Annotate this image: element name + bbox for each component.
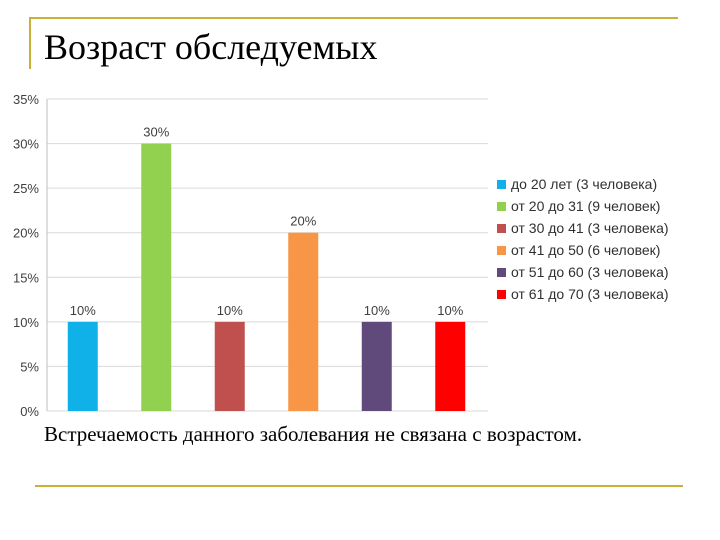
bar <box>214 321 245 411</box>
legend-swatch <box>497 246 506 255</box>
legend-label: до 20 лет (3 человека) <box>511 176 657 192</box>
legend: до 20 лет (3 человека) от 20 до 31 (9 чел… <box>497 176 669 302</box>
data-label: 30% <box>143 125 169 140</box>
bar <box>141 143 172 412</box>
legend-label: от 30 до 41 (3 человека) <box>511 220 669 236</box>
bar <box>435 321 466 411</box>
bar <box>67 321 98 411</box>
legend-label: от 20 до 31 (9 человек) <box>511 198 660 214</box>
y-tick-label: 15% <box>13 270 39 285</box>
legend-swatch <box>497 180 506 189</box>
data-label: 10% <box>437 303 463 318</box>
y-tick-label: 30% <box>13 137 39 152</box>
y-tick-label: 20% <box>13 226 39 241</box>
data-label: 10% <box>70 303 96 318</box>
data-label: 10% <box>217 303 243 318</box>
legend-swatch <box>497 202 506 211</box>
y-axis: 0% 5% 10% 15% 20% 25% 30% 35% <box>13 92 48 419</box>
top-accent-line <box>30 17 678 19</box>
grid-lines <box>47 98 488 412</box>
bar <box>288 232 319 411</box>
y-tick-label: 25% <box>13 181 39 196</box>
bar <box>361 321 392 411</box>
legend-label: от 41 до 50 (6 человек) <box>511 242 660 258</box>
legend-swatch <box>497 268 506 277</box>
legend-label: от 61 до 70 (3 человека) <box>511 286 669 302</box>
y-tick-label: 35% <box>13 92 39 107</box>
data-label: 10% <box>364 303 390 318</box>
y-tick-label: 5% <box>20 359 39 374</box>
bottom-accent-line <box>35 485 683 487</box>
y-tick-label: 10% <box>13 315 39 330</box>
data-label: 20% <box>290 214 316 229</box>
left-accent-line <box>29 17 31 69</box>
slide-title: Возраст обследуемых <box>44 27 378 67</box>
legend-swatch <box>497 224 506 233</box>
bars <box>67 143 466 412</box>
legend-swatch <box>497 290 506 299</box>
bar-chart: 0%5%10%15%20%25%30%35% 10%30%10%20%10% 10… <box>13 92 669 419</box>
legend-label: от 51 до 60 (3 человека) <box>511 264 669 280</box>
data-labels: 10% 30% 10% 20% 10% 10% <box>70 125 464 318</box>
slide-caption: Встречаемость данного заболевания не свя… <box>44 422 583 446</box>
y-tick-label: 0% <box>20 404 39 419</box>
